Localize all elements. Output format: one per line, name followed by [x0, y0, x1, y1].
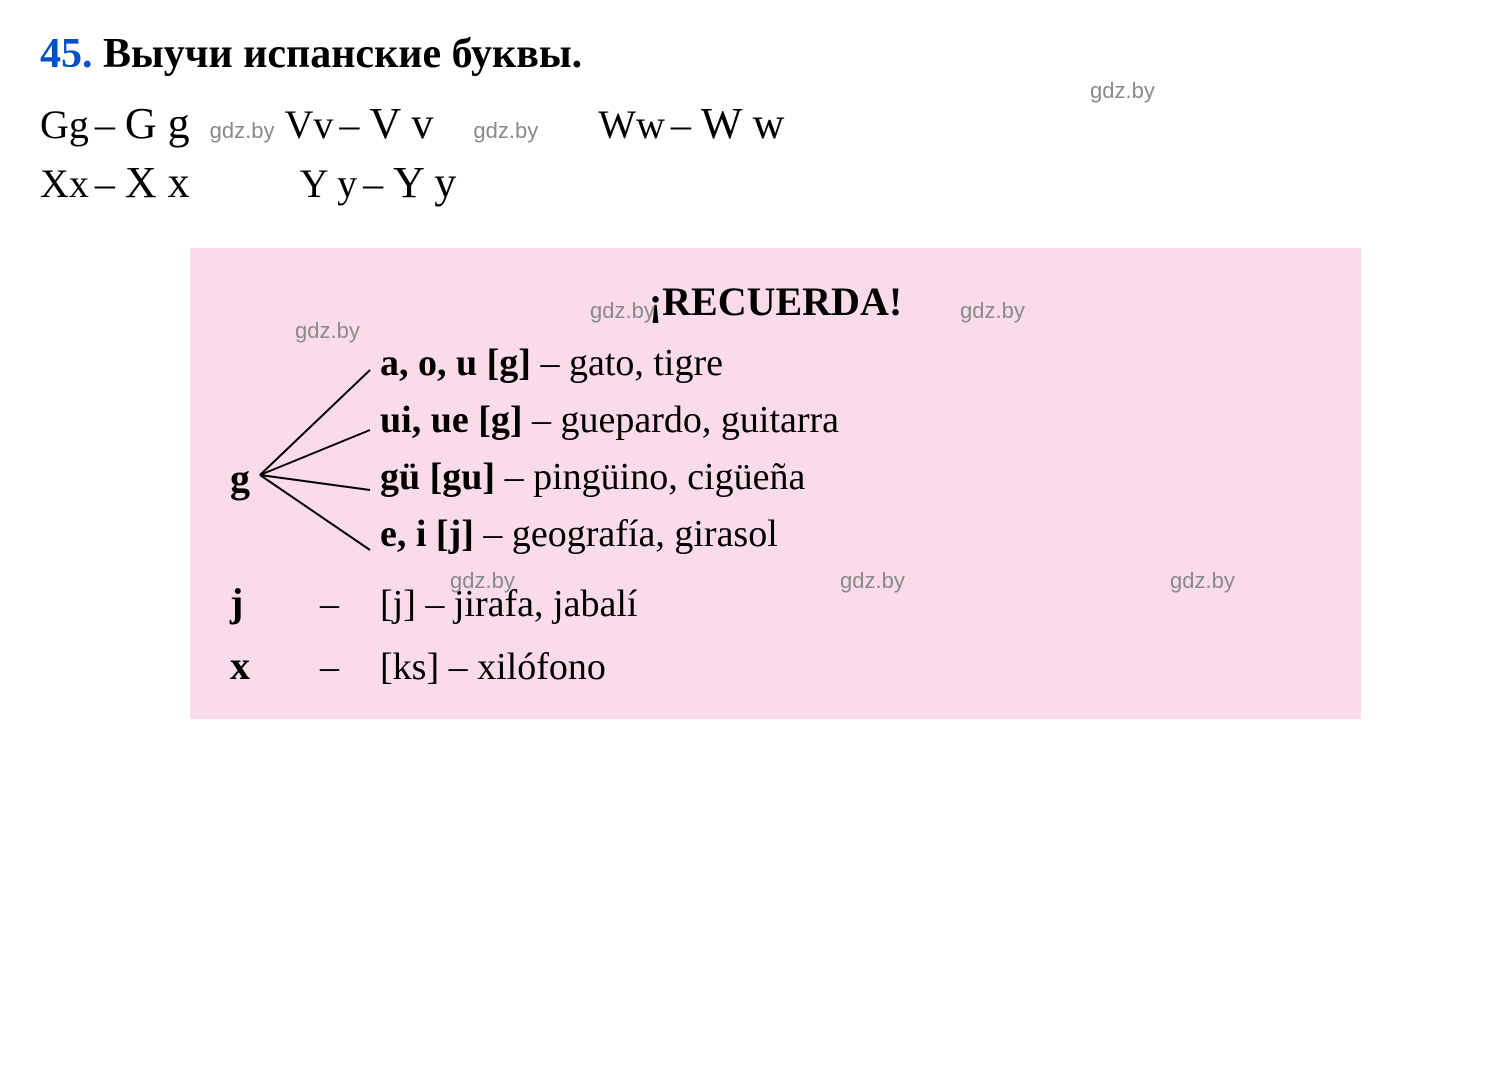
rule-bold: gü [gu] [380, 456, 495, 498]
print-letters: Y y [300, 160, 357, 207]
exercise-title: 45. Выучи испанские буквы. [40, 30, 1461, 78]
rule-line: ui, ue [g] – guepardo, guitarra [380, 392, 1321, 449]
dash: – [339, 101, 359, 148]
dash: – [363, 160, 383, 207]
dash: – [671, 101, 691, 148]
watermark: gdz.by [590, 298, 655, 324]
letters-section: gdz.by Gg – G g gdz.by Vv – V v gdz.by W… [40, 98, 1461, 208]
letter-j-label: j [230, 579, 320, 626]
letters-row-2: Xx – X x Y y – Y y [40, 157, 1461, 208]
letter-x-label: x [230, 642, 320, 689]
letter-group: Gg – G g [40, 98, 190, 149]
x-rule-row: x – [ks] – xilófono [230, 642, 1321, 689]
j-rule-row: j – [j] – jirafa, jabalí [230, 579, 1321, 626]
recuerda-box: ¡RECUERDA! gdz.by gdz.by gdz.by gdz.by g… [190, 248, 1361, 719]
dash: – [320, 645, 380, 689]
rule-bold: ui, ue [g] [380, 399, 523, 441]
print-letters: Gg [40, 101, 89, 148]
dash: – [95, 101, 115, 148]
exercise-heading: Выучи испанские буквы. [103, 31, 582, 77]
watermark: gdz.by [1090, 78, 1155, 104]
dash: – [320, 582, 380, 626]
print-letters: Vv [285, 101, 334, 148]
dash: – [95, 160, 115, 207]
print-letters: Ww [598, 101, 665, 148]
letter-group: Xx – X x [40, 157, 190, 208]
rule-text: – geografía, girasol [474, 513, 778, 555]
letter-g-label: g [230, 455, 250, 502]
watermark: gdz.by [960, 298, 1025, 324]
rule-line: a, o, u [g] – gato, tigre [380, 335, 1321, 392]
g-rules-list: a, o, u [g] – gato, tigre ui, ue [g] – g… [380, 335, 1321, 563]
script-letters: G g [125, 98, 190, 149]
rule-bold: a, o, u [g] [380, 342, 531, 384]
watermark: gdz.by [210, 118, 275, 144]
x-rule-text: [ks] – xilófono [380, 645, 606, 689]
script-letters: X x [125, 157, 190, 208]
watermark: gdz.by [840, 568, 905, 594]
rule-text: – guepardo, guitarra [523, 399, 840, 441]
letter-group: Ww – W w [598, 98, 784, 149]
script-letters: Y y [393, 157, 456, 208]
letter-group: Vv – V v [285, 98, 434, 149]
print-letters: Xx [40, 160, 89, 207]
rule-line: gü [gu] – pingüino, cigüeña [380, 449, 1321, 506]
script-letters: W w [701, 98, 785, 149]
watermark: gdz.by [450, 568, 515, 594]
letter-group: Y y – Y y [300, 157, 457, 208]
branch-lines-icon [230, 335, 380, 595]
rule-line: e, i [j] – geografía, girasol [380, 506, 1321, 563]
watermark: gdz.by [1170, 568, 1235, 594]
rule-text: – pingüino, cigüeña [495, 456, 805, 498]
rule-text: – gato, tigre [531, 342, 723, 384]
g-rules-row: g a, o, u [g] – gato, tigre ui, ue [g] –… [230, 335, 1321, 563]
rule-bold: e, i [j] [380, 513, 474, 555]
recuerda-title: ¡RECUERDA! [230, 278, 1321, 325]
watermark: gdz.by [473, 118, 538, 144]
script-letters: V v [369, 98, 433, 149]
exercise-number: 45. [40, 31, 93, 77]
letters-row-1: Gg – G g gdz.by Vv – V v gdz.by Ww – W w [40, 98, 1461, 149]
